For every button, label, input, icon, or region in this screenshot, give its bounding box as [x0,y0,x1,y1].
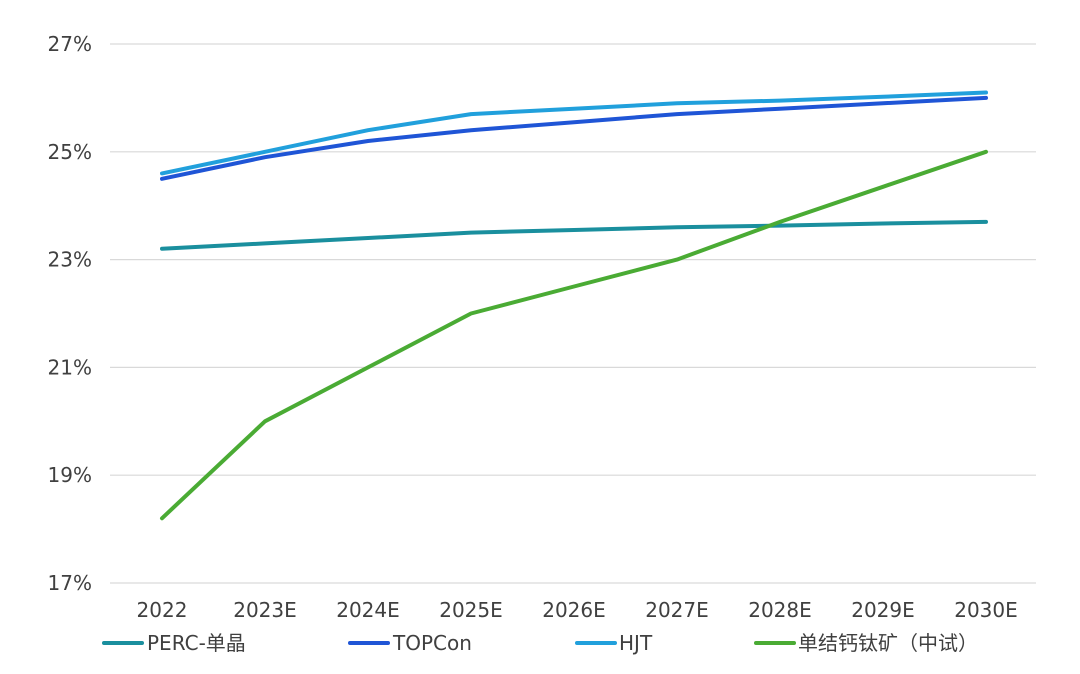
y-axis-tick-labels: 17% 19% 21% 23% 25% 27% [48,32,92,595]
legend-item: HJT [575,631,653,655]
x-tick-label: 2030E [954,598,1018,622]
gridlines [110,43,1036,584]
legend-label: PERC-单晶 [147,631,246,655]
x-tick-label: 2027E [645,598,709,622]
x-tick-label: 2024E [336,598,400,622]
legend-label: TOPCon [392,631,472,655]
series-line-3 [160,90,988,176]
x-axis-tick-labels: 2022 2023E 2024E 2025E 2026E 2027E 2028E 2029E 2… [137,598,1018,622]
legend-label: HJT [619,631,653,655]
legend-item: TOPCon [348,631,472,655]
legend-label: 单结钙钛矿（中试） [798,631,978,655]
x-tick-label: 2028E [748,598,812,622]
legend-item: 单结钙钛矿（中试） [754,631,978,655]
legend: PERC-单晶 TOPCon HJT 单结钙钛矿（中试） [102,631,978,655]
y-tick-label: 21% [48,355,92,379]
x-tick-label: 2025E [439,598,503,622]
legend-item: PERC-单晶 [102,631,246,655]
y-tick-label: 19% [48,463,92,487]
x-tick-label: 2022 [137,598,188,622]
y-tick-label: 17% [48,571,92,595]
x-tick-label: 2023E [233,598,297,622]
series-lines [160,90,988,521]
series-line-4 [160,149,988,521]
series-line-1 [160,219,988,251]
x-tick-label: 2029E [851,598,915,622]
y-tick-label: 25% [48,140,92,164]
x-tick-label: 2026E [542,598,606,622]
y-tick-label: 27% [48,32,92,56]
y-tick-label: 23% [48,248,92,272]
series-line-2 [160,95,988,181]
